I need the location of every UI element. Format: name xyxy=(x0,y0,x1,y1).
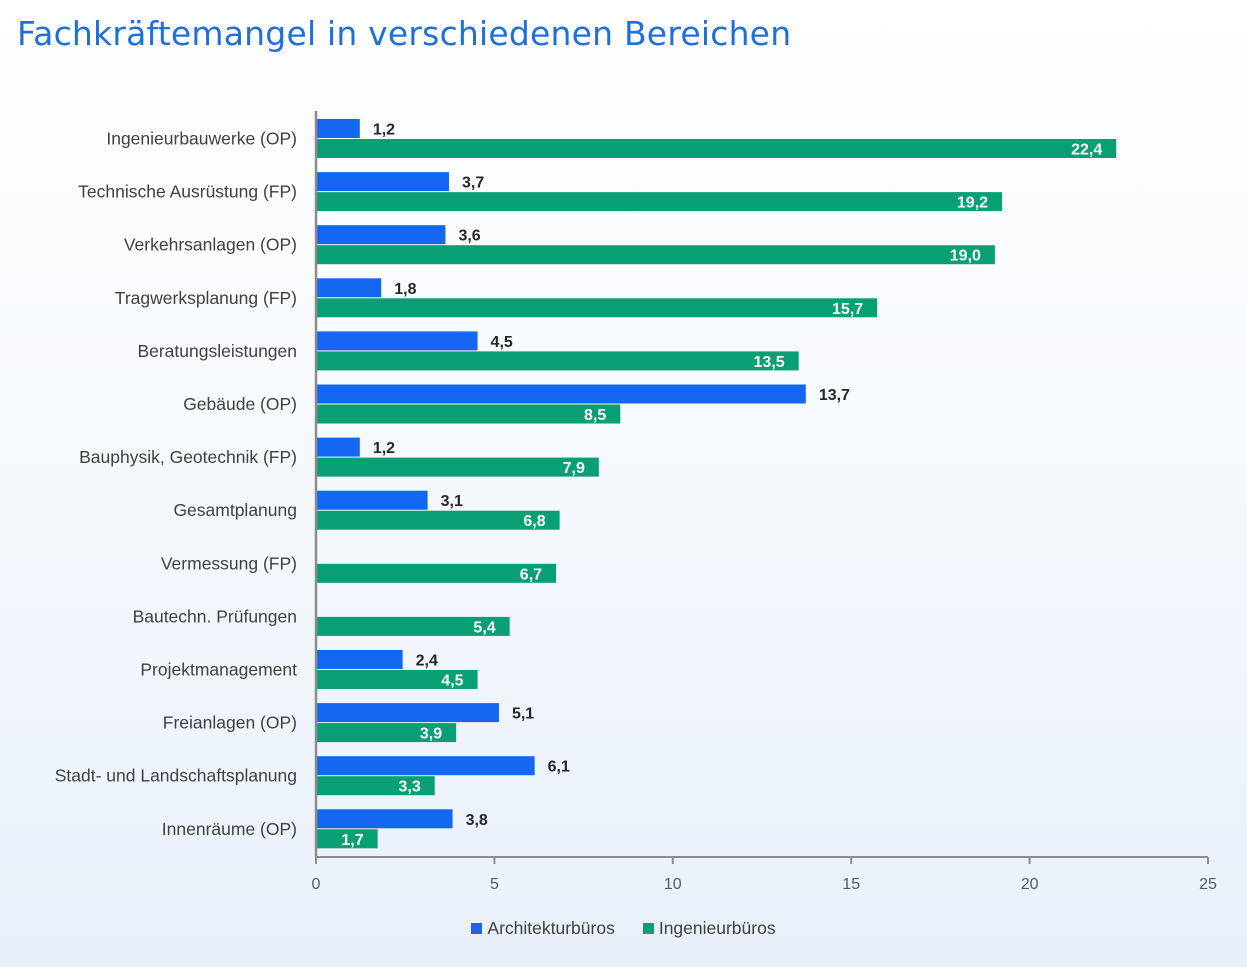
data-label: 6,8 xyxy=(523,513,545,530)
x-tick-label: 0 xyxy=(312,876,321,893)
data-label: 19,0 xyxy=(950,248,981,265)
legend-label: Architekturbüros xyxy=(487,918,615,938)
bar-architekturbueros xyxy=(317,703,499,723)
bar-ingenieurbueros xyxy=(317,829,378,849)
data-label: 4,5 xyxy=(491,334,513,351)
data-label: 19,2 xyxy=(957,195,988,212)
legend-swatch xyxy=(642,923,654,934)
category-label: Projektmanagement xyxy=(140,660,297,680)
data-label: 15,7 xyxy=(832,301,863,318)
category-label: Gesamtplanung xyxy=(173,500,297,520)
data-label: 13,5 xyxy=(754,354,785,371)
legend-swatch xyxy=(471,923,483,934)
category-label: Ingenieurbauwerke (OP) xyxy=(106,129,297,149)
x-tick-label: 25 xyxy=(1199,876,1217,893)
category-label: Technische Ausrüstung (FP) xyxy=(78,182,297,202)
data-label: 3,6 xyxy=(458,228,480,245)
category-label: Beratungsleistungen xyxy=(137,341,297,361)
bar-architekturbueros xyxy=(317,225,446,245)
data-label: 3,8 xyxy=(466,812,488,829)
category-label: Freianlagen (OP) xyxy=(163,713,297,733)
data-label: 3,9 xyxy=(420,726,442,743)
category-label: Innenräume (OP) xyxy=(162,819,297,839)
category-label: Bauphysik, Geotechnik (FP) xyxy=(79,447,297,467)
bar-architekturbueros xyxy=(317,490,428,510)
data-label: 3,3 xyxy=(398,779,420,796)
category-label: Stadt- und Landschaftsplanung xyxy=(55,766,297,786)
bar-ingenieurbueros xyxy=(317,510,560,530)
bar-ingenieurbueros xyxy=(317,457,599,477)
chart-title: Fachkräftemangel in verschiedenen Bereic… xyxy=(17,14,792,53)
data-label: 8,5 xyxy=(584,407,606,424)
data-label: 2,4 xyxy=(416,653,438,670)
data-label: 1,8 xyxy=(394,281,416,298)
bar-architekturbueros xyxy=(317,331,478,351)
bar-ingenieurbueros xyxy=(317,776,435,796)
bar-ingenieurbueros xyxy=(317,192,1003,212)
data-label: 7,9 xyxy=(563,460,585,477)
legend-item: Architekturbüros xyxy=(471,918,615,939)
category-label: Bautechn. Prüfungen xyxy=(133,606,297,626)
bar-ingenieurbueros xyxy=(317,298,878,318)
data-label: 4,5 xyxy=(441,673,463,690)
chart-legend: Architekturbüros Ingenieurbüros xyxy=(0,918,1247,939)
x-tick-label: 10 xyxy=(664,876,682,893)
legend-item: Ingenieurbüros xyxy=(642,918,776,939)
bar-ingenieurbueros xyxy=(317,139,1117,158)
x-tick-label: 5 xyxy=(490,876,499,893)
bar-architekturbueros xyxy=(317,278,382,298)
bar-architekturbueros xyxy=(317,650,403,669)
data-label: 1,2 xyxy=(373,122,395,139)
bar-ingenieurbueros xyxy=(317,245,995,265)
x-tick-label: 20 xyxy=(1021,876,1039,893)
bar-ingenieurbueros xyxy=(317,616,510,636)
data-label: 22,4 xyxy=(1071,142,1102,159)
data-label: 13,7 xyxy=(819,387,850,404)
data-label: 6,1 xyxy=(548,759,570,776)
bar-architekturbueros xyxy=(317,119,360,138)
category-label: Vermessung (FP) xyxy=(161,553,297,573)
legend-label: Ingenieurbüros xyxy=(658,918,776,938)
category-label: Gebäude (OP) xyxy=(183,394,297,414)
data-label: 5,4 xyxy=(473,619,495,636)
bar-ingenieurbueros xyxy=(317,404,621,424)
bar-architekturbueros xyxy=(317,437,360,457)
data-label: 5,1 xyxy=(512,706,534,723)
category-label: Tragwerksplanung (FP) xyxy=(115,288,297,308)
bar-architekturbueros xyxy=(317,809,453,829)
bar-architekturbueros xyxy=(317,384,806,404)
bar-architekturbueros xyxy=(317,756,535,776)
data-label: 1,2 xyxy=(373,440,395,457)
bar-architekturbueros xyxy=(317,172,450,192)
bar-ingenieurbueros xyxy=(317,723,457,743)
category-label: Verkehrsanlagen (OP) xyxy=(124,235,297,255)
data-label: 6,7 xyxy=(520,566,542,583)
data-label: 3,1 xyxy=(441,493,463,510)
data-label: 3,7 xyxy=(462,175,484,192)
bar-ingenieurbueros xyxy=(317,563,557,583)
bar-ingenieurbueros xyxy=(317,351,799,371)
x-tick-label: 15 xyxy=(842,876,860,893)
data-label: 1,7 xyxy=(341,832,363,849)
bar-ingenieurbueros xyxy=(317,670,478,689)
